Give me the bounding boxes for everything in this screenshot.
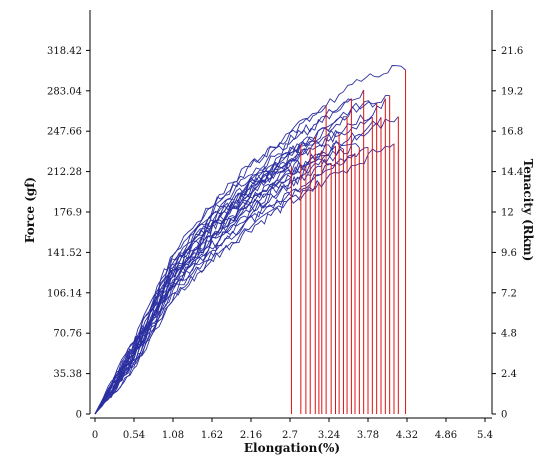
y2-tick-label: 16.8 — [501, 127, 523, 138]
x-tick-label: 2.16 — [240, 430, 262, 441]
y2-tick-label: 7.2 — [501, 288, 517, 299]
y-tick-label: 106.14 — [47, 288, 82, 299]
x-tick-label: 5.4 — [477, 430, 493, 441]
force-curve — [94, 89, 365, 415]
plot-area: 0 0.54 1.08 1.62 2.16 2.7 3.24 3.78 4.32 4.86 5.4 0… — [47, 10, 523, 441]
force-curve — [94, 161, 292, 415]
y-tick-label: 176.9 — [53, 208, 82, 219]
y-tick-label: 318.42 — [47, 46, 82, 57]
y-tick-label: 70.76 — [53, 329, 82, 340]
force-curve — [94, 117, 382, 415]
y-tick-label: 283.04 — [47, 86, 82, 97]
y2-tick-label: 0 — [501, 410, 507, 421]
y2-tick-label: 12 — [501, 208, 514, 219]
y2-axis-title: Tenacity (Rkm) — [521, 159, 535, 262]
force-curve — [94, 153, 356, 415]
force-curve — [94, 65, 406, 415]
force-curve — [94, 181, 320, 415]
y2-tick-label: 9.6 — [501, 248, 517, 259]
x-tick-label: 0.54 — [123, 430, 145, 441]
x-axis-title: Elongation(%) — [244, 441, 340, 455]
x-tick-label: 3.24 — [318, 430, 340, 441]
break-markers — [290, 70, 407, 414]
y2-tick-label: 19.2 — [501, 86, 523, 97]
force-curve — [94, 95, 390, 415]
force-curve — [94, 146, 369, 415]
force-curve — [94, 100, 378, 415]
tick-layer: 0 0.54 1.08 1.62 2.16 2.7 3.24 3.78 4.32 4.86 5.4 0… — [47, 46, 523, 441]
force-curve — [94, 116, 399, 415]
y-tick-label: 0 — [76, 410, 82, 421]
force-curve — [94, 158, 332, 415]
y-tick-label: 141.52 — [47, 248, 82, 259]
x-tick-label: 4.32 — [396, 430, 418, 441]
series-layer — [94, 65, 406, 415]
y2-tick-label: 2.4 — [501, 369, 517, 380]
y-tick-label: 35.38 — [53, 369, 82, 380]
y2-tick-label: 4.8 — [501, 329, 517, 340]
force-curve — [94, 98, 352, 415]
y-axis-title: Force (gf) — [23, 177, 37, 243]
x-tick-label: 1.08 — [162, 430, 184, 441]
x-tick-label: 3.78 — [357, 430, 379, 441]
force-curve — [94, 98, 386, 415]
x-tick-label: 4.86 — [435, 430, 457, 441]
y-tick-label: 212.28 — [47, 167, 82, 178]
x-tick-label: 1.62 — [201, 430, 223, 441]
force-curve — [94, 143, 395, 415]
y2-tick-label: 21.6 — [501, 46, 523, 57]
y2-tick-label: 14.4 — [501, 167, 523, 178]
y-tick-label: 247.66 — [47, 127, 82, 138]
x-tick-label: 0 — [92, 430, 98, 441]
x-tick-label: 2.7 — [282, 430, 298, 441]
